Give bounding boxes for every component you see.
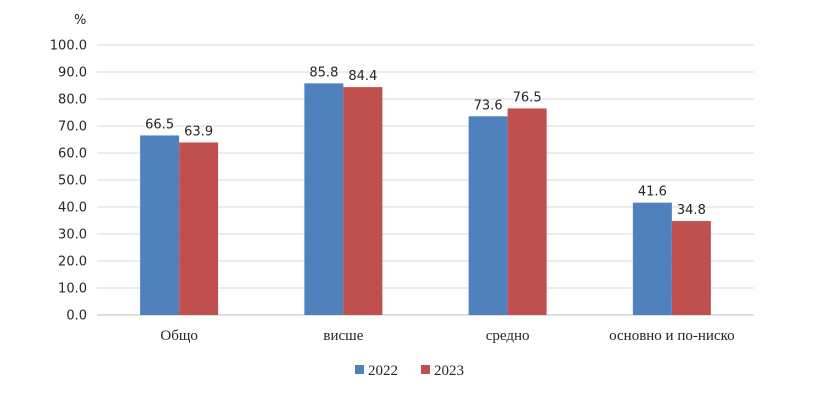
legend-label: 2023 [434,363,464,379]
y-tick-labels: 0.0 10.0 20.0 30.0 40.0 50.0 60.0 70.0 80.0 90.0 1… [50,39,87,324]
y-tick-label: 10.0 [58,282,87,297]
data-label: 84.4 [348,69,377,84]
category-label: средно [486,328,530,344]
legend: 2022 2023 [355,363,464,379]
y-tick-label: 0.0 [66,309,87,324]
y-tick-label: 40.0 [58,201,87,216]
bar-2022-1 [304,83,344,315]
bar-2022-3 [632,202,672,315]
category-label: основно и по-ниско [609,328,734,344]
y-tick-label: 90.0 [58,66,87,81]
category-labels: Общо висше средно основно и по-ниско [160,328,734,344]
data-label: 76.5 [513,90,542,105]
category-label: Общо [160,328,198,344]
data-label: 85.8 [309,65,338,80]
y-tick-label: 60.0 [58,147,87,162]
category-label: висше [323,328,363,344]
bar-2022-0 [140,135,180,315]
y-tick-label: 70.0 [58,120,87,135]
bar-2023-1 [343,87,383,316]
bar-2023-3 [671,221,711,315]
data-label: 73.6 [474,98,503,113]
y-tick-label: 20.0 [58,255,87,270]
data-label: 66.5 [145,117,174,132]
legend-label: 2022 [368,363,398,379]
y-tick-label: 30.0 [58,228,87,243]
data-label: 63.9 [184,124,213,139]
legend-swatch-2023 [421,365,430,374]
y-tick-label: 50.0 [58,174,87,189]
legend-swatch-2022 [355,365,364,374]
y-tick-label: 80.0 [58,93,87,108]
data-labels: 66.5 63.9 85.8 84.4 73.6 76.5 41.6 34.8 [145,65,706,218]
bar-2023-0 [179,142,219,315]
bar-2022-2 [468,116,508,315]
data-label: 34.8 [677,203,706,218]
bars [140,83,711,316]
y-unit-label: % [74,13,86,28]
data-label: 41.6 [638,185,667,200]
bar-2023-2 [507,108,547,315]
y-tick-label: 100.0 [50,39,87,54]
